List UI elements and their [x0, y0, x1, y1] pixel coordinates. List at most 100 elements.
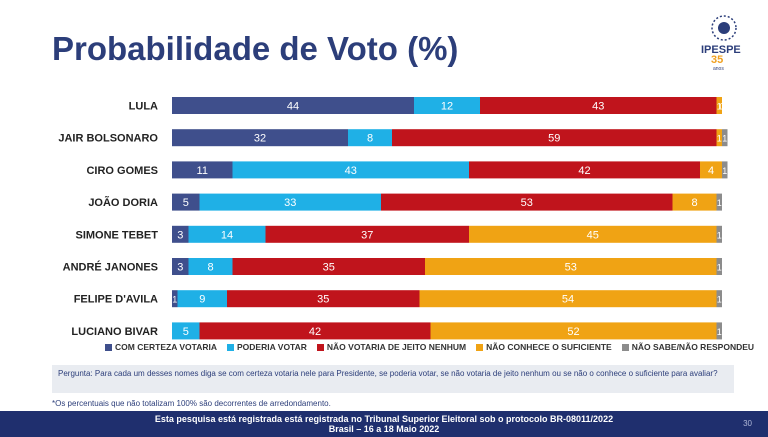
- data-label: 35: [323, 262, 335, 274]
- bar-segment: [172, 97, 414, 114]
- data-label: 1: [172, 295, 177, 305]
- rounding-note: *Os percentuais que não totalizam 100% s…: [52, 399, 331, 408]
- data-label: 54: [562, 294, 574, 306]
- page-number: 30: [743, 419, 752, 428]
- data-label: 8: [367, 133, 373, 145]
- data-label: 5: [183, 197, 189, 209]
- data-label: 11: [197, 165, 208, 177]
- bar-segment: [700, 161, 722, 179]
- legend-swatch: [476, 343, 484, 351]
- legend-item: NÃO SABE/NÃO RESPONDEU: [621, 342, 755, 352]
- data-label: 53: [565, 262, 577, 274]
- legend-item: COM CERTEZA VOTARIA: [105, 342, 217, 352]
- data-label: 5: [183, 326, 189, 338]
- legend-label: NÃO CONHECE O SUFICIENTE: [486, 342, 612, 352]
- data-label: 1: [717, 230, 722, 240]
- footer-bar: Esta pesquisa está registrada está regis…: [0, 411, 768, 437]
- data-label: 4: [708, 165, 714, 177]
- footer-line-2: Brasil – 16 a 18 Maio 2022: [328, 424, 440, 434]
- bar-segment: [419, 290, 717, 308]
- logo-sub: anos: [713, 66, 724, 72]
- chart-legend: COM CERTEZA VOTARIA PODERIA VOTAR NÃO VOTA…: [105, 342, 754, 352]
- bar-segment: [199, 322, 431, 340]
- data-label: 37: [361, 229, 373, 241]
- bar-segment: [392, 129, 717, 147]
- bar-segment: [716, 322, 722, 340]
- data-label: 1: [717, 134, 722, 144]
- logo-years: 35: [711, 54, 724, 66]
- category-label: FELIPE D'AVILA: [74, 294, 158, 306]
- bar-segment: [716, 97, 722, 114]
- category-label: JAIR BOLSONARO: [58, 133, 158, 145]
- bar-segment: [172, 161, 233, 179]
- data-label: 1: [722, 134, 727, 144]
- bar-segment: [716, 193, 722, 211]
- data-label: 9: [199, 294, 205, 306]
- data-label: 8: [691, 197, 697, 209]
- bar-segment: [425, 258, 717, 275]
- data-label: 33: [284, 197, 296, 209]
- bar-segment: [265, 225, 469, 243]
- bar-segment: [480, 97, 717, 114]
- bar-segment: [199, 193, 381, 211]
- data-label: 1: [717, 263, 722, 273]
- bar-segment: [172, 225, 189, 243]
- bar-segment: [722, 161, 728, 179]
- data-label: 35: [317, 294, 329, 306]
- legend-swatch: [105, 343, 112, 351]
- bar-segment: [172, 322, 200, 340]
- category-label: LULA: [129, 101, 158, 113]
- data-label: 1: [717, 102, 722, 112]
- logo-name: IPESPE: [701, 44, 741, 56]
- data-label: 3: [177, 229, 183, 241]
- bar-segment: [172, 193, 200, 211]
- category-label: LUCIANO BIVAR: [71, 326, 158, 338]
- data-label: 53: [521, 197, 533, 209]
- legend-swatch: [621, 343, 629, 351]
- bar-segment: [414, 97, 480, 114]
- legend-item: NÃO VOTARIA DE JEITO NENHUM: [316, 342, 467, 352]
- data-label: 44: [287, 101, 299, 113]
- legend-item: NÃO CONHECE O SUFICIENTE: [476, 342, 612, 352]
- data-label: 8: [207, 262, 213, 274]
- legend-item: PODERIA VOTAR: [227, 342, 307, 352]
- data-label: 52: [567, 326, 579, 338]
- category-label: JOÃO DORIA: [88, 196, 158, 209]
- category-label: CIRO GOMES: [86, 165, 158, 177]
- bar-segment: [177, 290, 227, 308]
- footer-line-1: Esta pesquisa está registrada está regis…: [154, 414, 614, 424]
- bar-segment: [716, 290, 722, 308]
- bar-segment: [227, 290, 420, 308]
- bar-segment: [469, 225, 717, 243]
- bar-segment: [722, 129, 728, 147]
- legend-label: NÃO SABE/NÃO RESPONDEU: [631, 342, 755, 352]
- bar-segment: [232, 161, 469, 179]
- bar-segment: [716, 258, 722, 275]
- data-label: 42: [309, 326, 321, 338]
- bar-segment: [172, 258, 189, 275]
- bar-segment: [469, 161, 700, 179]
- bar-segment: [716, 225, 722, 243]
- data-label: 45: [587, 229, 599, 241]
- bar-segment: [172, 290, 178, 308]
- data-label: 59: [548, 133, 560, 145]
- bar-segment: [348, 129, 392, 147]
- legend-label: COM CERTEZA VOTARIA: [115, 342, 217, 352]
- data-label: 43: [345, 165, 357, 177]
- logo-emblem-icon: [711, 15, 737, 41]
- bar-segment: [232, 258, 425, 275]
- data-label: 1: [717, 198, 722, 208]
- data-label: 42: [578, 165, 590, 177]
- question-box: Pergunta: Para cada um desses nomes diga…: [52, 365, 734, 393]
- legend-swatch: [227, 343, 234, 351]
- bar-segment: [172, 129, 348, 147]
- data-label: 12: [441, 101, 453, 113]
- data-label: 14: [221, 229, 233, 241]
- category-label: SIMONE TEBET: [75, 229, 158, 241]
- bar-segment: [188, 258, 233, 275]
- legend-label: NÃO VOTARIA DE JEITO NENHUM: [326, 342, 467, 352]
- page-title: Probabilidade de Voto (%): [52, 30, 459, 67]
- legend-label: PODERIA VOTAR: [237, 342, 307, 352]
- data-label: 1: [717, 295, 722, 305]
